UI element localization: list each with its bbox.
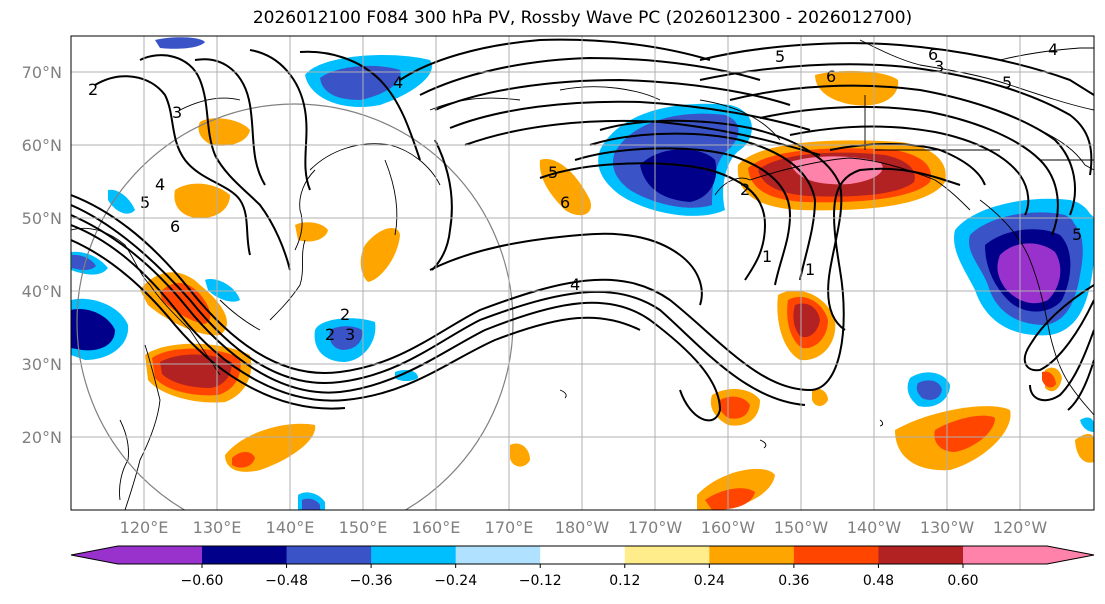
svg-text:2: 2 xyxy=(88,80,98,99)
lat-label-60: 60°N xyxy=(22,136,62,155)
colorbar: −0.60 −0.48 −0.36 −0.24 −0.12 0.12 0.24 0.36 0.4… xyxy=(70,545,1095,589)
lon-label: 150°W xyxy=(774,518,829,537)
reference-circle xyxy=(76,103,514,510)
svg-text:2: 2 xyxy=(325,325,335,344)
lat-label-70: 70°N xyxy=(22,63,62,82)
colorbar-segment xyxy=(709,546,795,564)
colorbar-extend-max xyxy=(963,546,1094,564)
lat-label-20: 20°N xyxy=(22,428,62,447)
colorbar-segments xyxy=(70,545,1095,565)
colorbar-tick-label: 0.60 xyxy=(947,573,978,589)
colorbar-segment xyxy=(202,546,288,564)
lon-label: 160°W xyxy=(701,518,756,537)
svg-text:3: 3 xyxy=(345,325,355,344)
svg-text:6: 6 xyxy=(928,45,938,64)
colorbar-extend-min xyxy=(71,546,202,564)
colorbar-tick-label: 0.12 xyxy=(609,573,640,589)
colorbar-tick-label: −0.12 xyxy=(519,573,562,589)
lon-label: 160°E xyxy=(412,518,461,537)
svg-text:1: 1 xyxy=(762,247,772,266)
longitude-labels: 120°E 130°E 140°E 150°E 160°E 170°E 180°… xyxy=(120,518,1048,537)
lat-label-30: 30°N xyxy=(22,355,62,374)
map-area[interactable]: 2 3 4 5 6 2 2 3 4 5 6 3 5 6 4 5 6 2 1 1 … xyxy=(71,36,1096,540)
colorbar-tick-label: 0.24 xyxy=(694,573,725,589)
svg-text:5: 5 xyxy=(775,47,785,66)
svg-text:4: 4 xyxy=(570,275,580,294)
colorbar-segment xyxy=(878,546,964,564)
svg-text:5: 5 xyxy=(140,193,150,212)
colorbar-tick-label: 0.36 xyxy=(778,573,809,589)
svg-text:6: 6 xyxy=(170,217,180,236)
svg-text:5: 5 xyxy=(1072,225,1082,244)
pv-anomaly-fills xyxy=(71,37,1094,510)
colorbar-segment xyxy=(624,546,710,564)
lon-label: 140°E xyxy=(266,518,315,537)
svg-text:6: 6 xyxy=(826,67,836,86)
colorbar-segment xyxy=(455,546,541,564)
svg-text:5: 5 xyxy=(1002,73,1012,92)
graticule xyxy=(71,36,1094,510)
colorbar-segment xyxy=(540,546,626,564)
svg-text:1: 1 xyxy=(805,260,815,279)
colorbar-segment xyxy=(371,546,457,564)
colorbar-outline xyxy=(70,545,1095,565)
svg-text:2: 2 xyxy=(340,305,350,324)
svg-text:4: 4 xyxy=(155,175,165,194)
plot-title: 2026012100 F084 300 hPa PV, Rossby Wave … xyxy=(252,8,913,28)
svg-text:4: 4 xyxy=(1048,40,1058,59)
lon-label: 140°W xyxy=(847,518,902,537)
colorbar-tick-label: 0.48 xyxy=(863,573,894,589)
svg-text:6: 6 xyxy=(560,193,570,212)
colorbar-tick-label: −0.36 xyxy=(350,573,393,589)
lon-label: 170°E xyxy=(485,518,534,537)
pv-contours xyxy=(71,38,1094,422)
colorbar-segment xyxy=(793,546,879,564)
colorbar-ticks: −0.60 −0.48 −0.36 −0.24 −0.12 0.12 0.24 0.36 0.4… xyxy=(181,564,979,589)
svg-text:5: 5 xyxy=(548,163,558,182)
map-frame xyxy=(70,35,1095,511)
lon-label: 130°W xyxy=(920,518,975,537)
svg-text:4: 4 xyxy=(393,73,403,92)
lon-label: 150°E xyxy=(339,518,388,537)
colorbar-segment xyxy=(286,546,372,564)
lat-label-40: 40°N xyxy=(22,282,62,301)
lon-label: 170°W xyxy=(628,518,683,537)
lon-label: 180°W xyxy=(555,518,610,537)
svg-text:2: 2 xyxy=(740,180,750,199)
colorbar-tick-label: −0.60 xyxy=(181,573,224,589)
lon-label: 120°W xyxy=(993,518,1048,537)
latitude-labels: 70°N 60°N 50°N 40°N 30°N 20°N xyxy=(22,63,62,447)
svg-text:3: 3 xyxy=(172,103,182,122)
lon-label: 130°E xyxy=(193,518,242,537)
colorbar-tick-label: −0.24 xyxy=(434,573,477,589)
svg-text:3: 3 xyxy=(934,57,944,76)
lat-label-50: 50°N xyxy=(22,209,62,228)
contour-labels: 2 3 4 5 6 2 2 3 4 5 6 3 5 6 4 5 6 2 1 1 … xyxy=(88,40,1082,344)
colorbar-tick-label: −0.48 xyxy=(265,573,308,589)
lon-label: 120°E xyxy=(120,518,169,537)
